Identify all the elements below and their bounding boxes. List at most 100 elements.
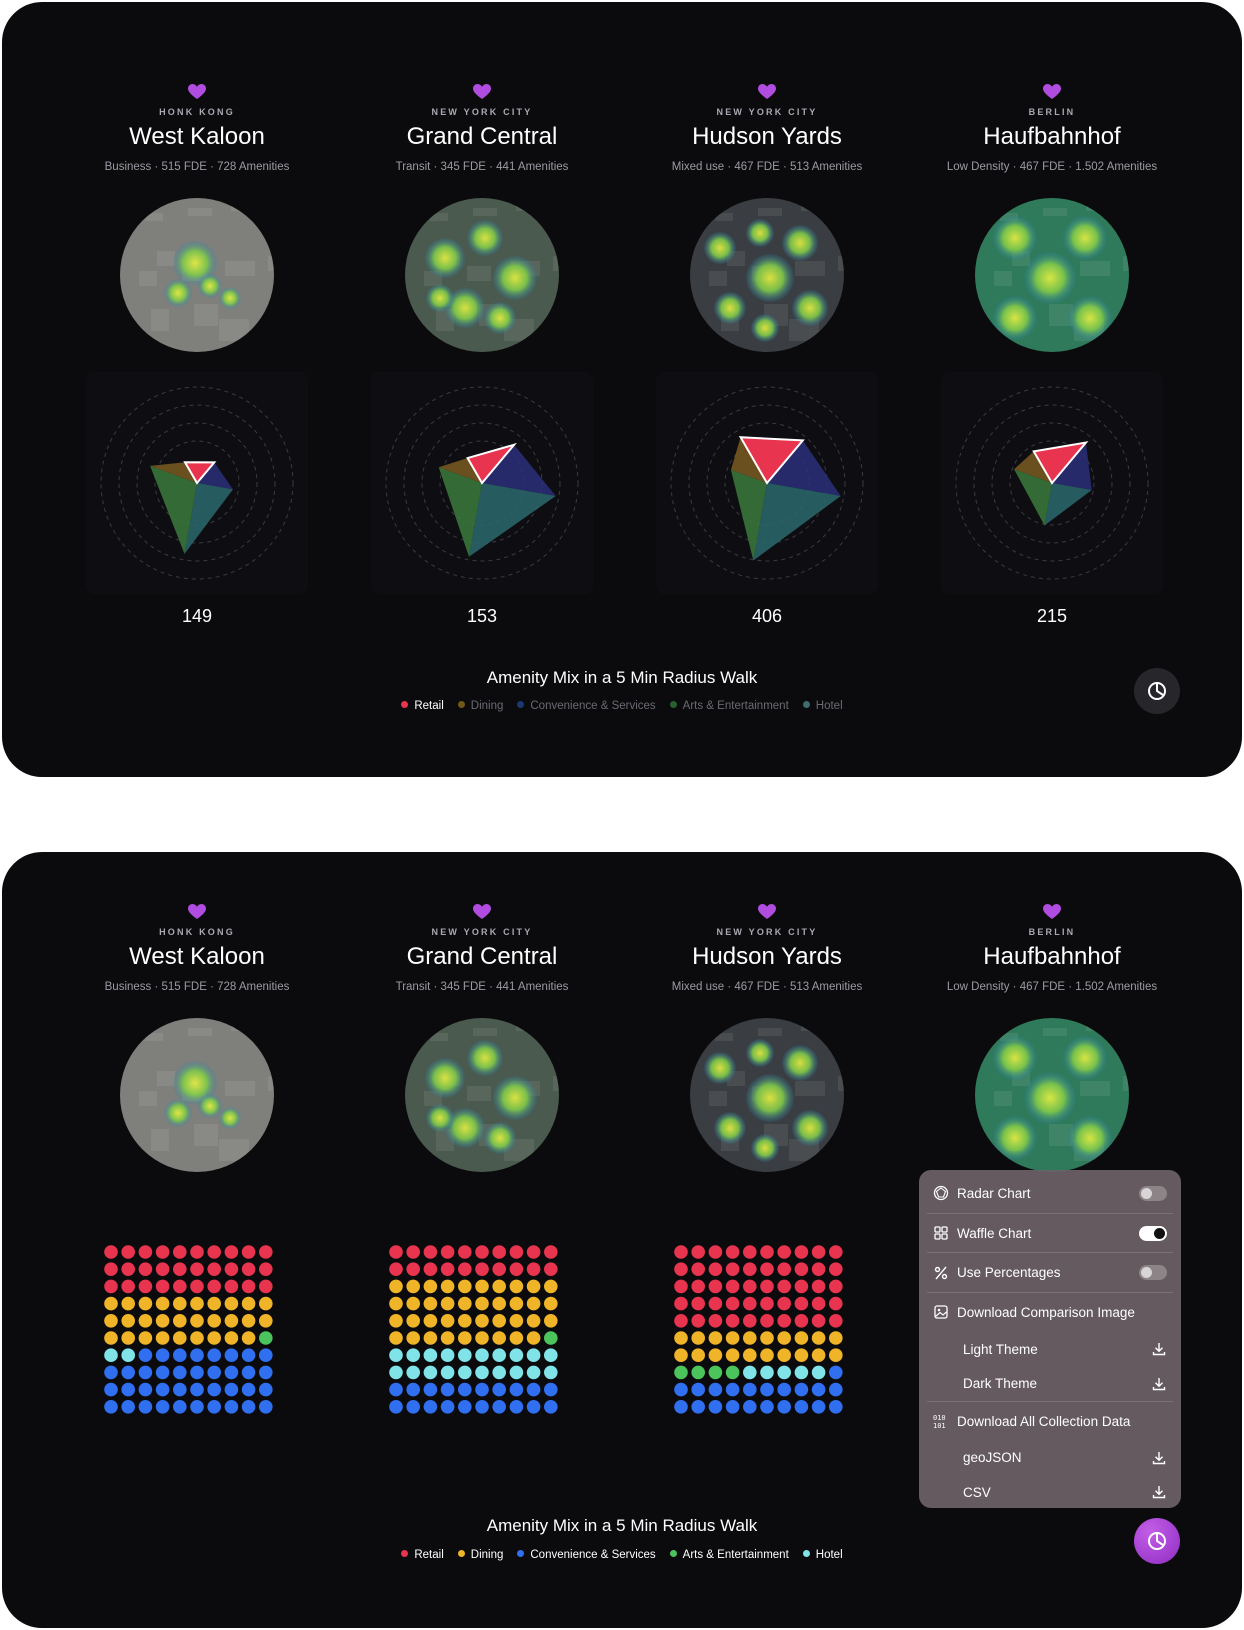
waffle-dot xyxy=(829,1245,843,1259)
waffle-dot xyxy=(104,1279,118,1294)
location-name: Hudson Yards xyxy=(692,123,842,150)
favorite-heart-icon[interactable] xyxy=(1043,84,1061,100)
waffle-dot xyxy=(708,1382,723,1397)
use-percentages-switch[interactable] xyxy=(1139,1265,1167,1281)
csv-download[interactable]: CSV xyxy=(919,1475,1181,1510)
waffle-dot xyxy=(155,1348,170,1362)
waffle-dot xyxy=(544,1331,558,1345)
chart-options-button[interactable] xyxy=(1134,668,1180,714)
radar-segment-retail[interactable] xyxy=(183,461,217,485)
waffle-chart-switch[interactable] xyxy=(1139,1225,1167,1241)
radar-segment-convenience-services[interactable] xyxy=(197,462,233,490)
waffle-dot xyxy=(829,1331,843,1345)
radar-segment-convenience-services[interactable] xyxy=(767,440,841,497)
waffle-dot xyxy=(224,1262,239,1276)
waffle-dot xyxy=(674,1245,688,1259)
legend-item-dining[interactable]: Dining xyxy=(457,1549,504,1561)
radar-segment-retail[interactable] xyxy=(1032,441,1089,485)
legend-item-hotel[interactable]: Hotel xyxy=(802,1549,843,1561)
download-icon[interactable] xyxy=(1151,1484,1167,1500)
radar-chart-toggle-row[interactable]: Radar Chart xyxy=(919,1174,1181,1213)
radar-segment-hotel[interactable] xyxy=(184,483,233,554)
waffle-dot xyxy=(725,1262,740,1276)
waffle-dot xyxy=(138,1365,153,1380)
radar-segment-hotel[interactable] xyxy=(1044,483,1092,526)
waffle-dot xyxy=(104,1331,118,1345)
radar-segment-hotel[interactable] xyxy=(468,483,556,557)
favorite-heart-icon[interactable] xyxy=(188,904,206,920)
legend-item-retail[interactable]: Retail xyxy=(401,1549,444,1561)
radar-segment-convenience-services[interactable] xyxy=(1052,442,1092,491)
dark-theme-label: Dark Theme xyxy=(963,1376,1038,1391)
legend-label: Dining xyxy=(470,1549,504,1561)
waffle-dot xyxy=(526,1245,541,1259)
waffle-dot xyxy=(811,1331,826,1345)
geojson-download[interactable]: geoJSON xyxy=(919,1440,1181,1475)
radar-segment-hotel[interactable] xyxy=(753,483,841,561)
use-percentages-toggle-row[interactable]: Use Percentages xyxy=(919,1253,1181,1292)
waffle-dot xyxy=(458,1262,472,1276)
radar-segment-arts-entertainment[interactable] xyxy=(150,465,197,554)
waffle-dot xyxy=(241,1296,256,1311)
location-name: Grand Central xyxy=(406,943,558,970)
waffle-dot xyxy=(811,1245,826,1259)
radar-segment-dining[interactable] xyxy=(150,462,197,483)
radar-segment-dining[interactable] xyxy=(1014,451,1052,483)
radar-segment-arts-entertainment[interactable] xyxy=(438,467,482,557)
waffle-dot xyxy=(224,1245,239,1259)
location-name: Grand Central xyxy=(406,123,558,150)
waffle-dot xyxy=(104,1262,118,1276)
legend-item-retail[interactable]: Retail xyxy=(401,700,444,712)
favorite-heart-icon[interactable] xyxy=(473,904,491,920)
download-data-header: 010 101 Download All Collection Data xyxy=(919,1402,1181,1441)
waffle-dot xyxy=(389,1365,403,1380)
chart-options-button-active[interactable] xyxy=(1134,1518,1180,1564)
favorite-heart-icon[interactable] xyxy=(758,904,776,920)
waffle-dot xyxy=(794,1331,809,1345)
radar-segment-retail[interactable] xyxy=(738,436,805,485)
favorite-heart-icon[interactable] xyxy=(188,84,206,100)
favorite-heart-icon[interactable] xyxy=(473,84,491,100)
location-meta: Mixed use · 467 FDE · 513 Amenities xyxy=(671,981,863,993)
waffle-dot xyxy=(708,1331,723,1345)
waffle-dot xyxy=(509,1331,524,1345)
waffle-dot xyxy=(725,1348,740,1362)
radar-segment-dining[interactable] xyxy=(730,437,767,483)
download-icon[interactable] xyxy=(1151,1341,1167,1357)
legend-item-arts-entertainment[interactable]: Arts & Entertainment xyxy=(669,1549,789,1561)
radar-chart xyxy=(656,372,878,594)
radar-segment-arts-entertainment[interactable] xyxy=(1014,469,1052,526)
waffle-dot xyxy=(138,1245,153,1259)
waffle-dot xyxy=(207,1279,221,1294)
waffle-dot xyxy=(509,1382,524,1397)
radar-chart-switch[interactable] xyxy=(1139,1185,1167,1201)
waffle-dot xyxy=(691,1365,705,1380)
legend-item-arts-entertainment[interactable]: Arts & Entertainment xyxy=(669,700,789,712)
dark-theme-download[interactable]: Dark Theme xyxy=(919,1366,1181,1401)
waffle-dot xyxy=(475,1279,489,1294)
radar-segment-convenience-services[interactable] xyxy=(482,444,556,497)
legend-label: Convenience & Services xyxy=(530,1549,656,1561)
legend-item-convenience-services[interactable]: Convenience & Services xyxy=(517,1549,656,1561)
legend-item-convenience-services[interactable]: Convenience & Services xyxy=(517,700,656,712)
light-theme-download[interactable]: Light Theme xyxy=(919,1332,1181,1367)
waffle-dot xyxy=(811,1382,826,1397)
radar-segment-arts-entertainment[interactable] xyxy=(730,469,767,561)
download-icon[interactable] xyxy=(1151,1450,1167,1466)
waffle-dot xyxy=(121,1382,135,1397)
waffle-dot xyxy=(475,1314,489,1328)
waffle-dot xyxy=(794,1382,809,1397)
waffle-chart-toggle-row[interactable]: Waffle Chart xyxy=(919,1214,1181,1253)
favorite-heart-icon[interactable] xyxy=(1043,904,1061,920)
legend-dot xyxy=(669,701,677,708)
location-column: HONK KONG West Kaloon Business · 515 FDE ·… xyxy=(47,904,347,1414)
location-meta: Transit · 345 FDE · 441 Amenities xyxy=(395,981,569,993)
favorite-heart-icon[interactable] xyxy=(758,84,776,100)
waffle-dot xyxy=(121,1331,135,1345)
waffle-dot xyxy=(544,1262,558,1276)
legend-item-dining[interactable]: Dining xyxy=(457,700,503,712)
download-icon[interactable] xyxy=(1151,1376,1167,1392)
waffle-dot xyxy=(743,1279,757,1294)
radar-segment-retail[interactable] xyxy=(466,442,517,485)
legend-item-hotel[interactable]: Hotel xyxy=(802,700,843,712)
